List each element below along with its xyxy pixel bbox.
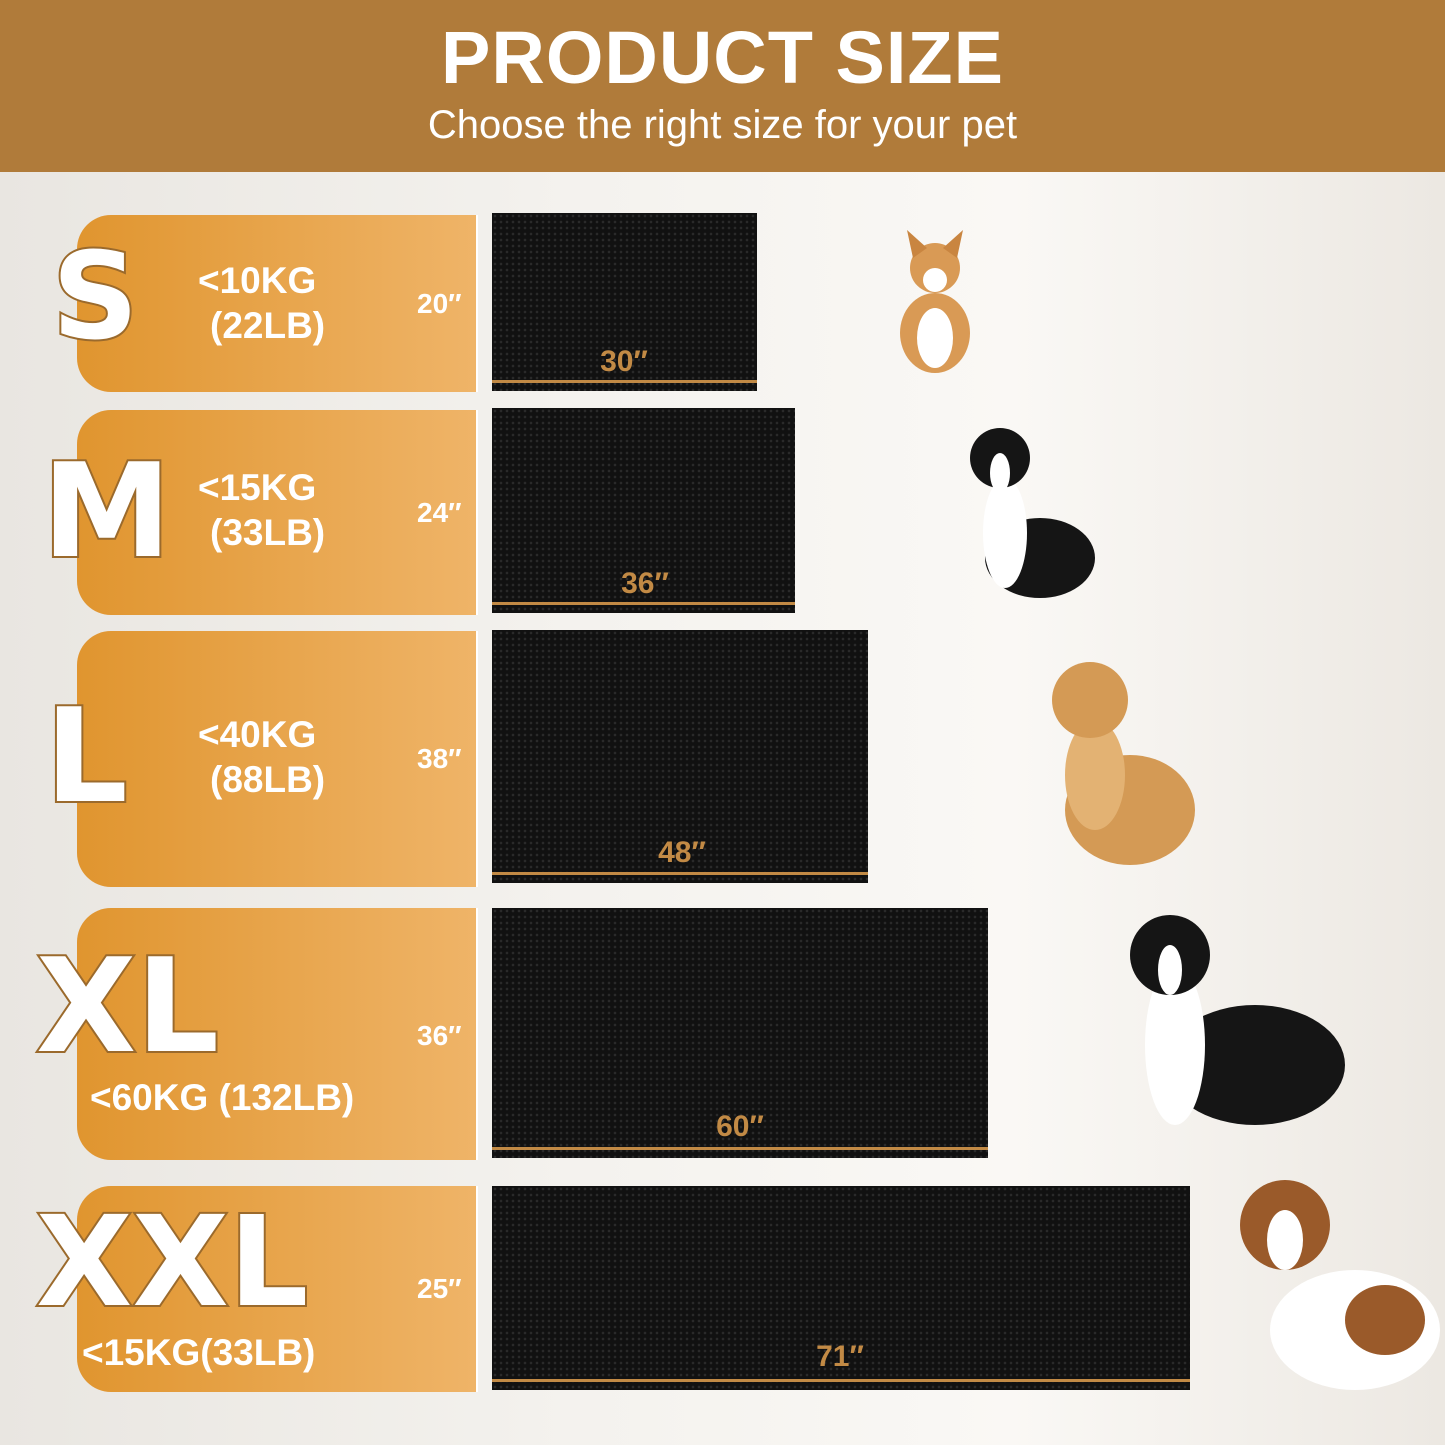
weight-lb: (22LB) [210,305,326,346]
width-arrow [492,1379,1190,1382]
height-arrow [476,908,478,1160]
mat-s [492,213,757,391]
weight-label: <15KG(33LB) [82,1332,316,1373]
height-arrow [476,410,478,615]
width-arrow [492,380,757,383]
height-arrow [476,631,478,887]
height-label: 24″ [417,497,462,528]
height-arrow [476,215,478,392]
size-label: M [40,433,173,589]
size-panel-xl [77,908,477,1160]
height-label: 20″ [417,288,462,319]
width-label: 48″ [658,836,706,869]
size-panel-xxl [77,1186,477,1392]
golden-retriever-image [1052,662,1195,865]
weight-label: <60KG (132LB) [90,1077,355,1118]
size-label: XXL [34,1188,310,1337]
weight-kg: <15KG [198,467,317,508]
saint-bernard-image [1240,1180,1440,1390]
border-collie-image [970,428,1095,598]
width-arrow [492,602,795,605]
page-subtitle: Choose the right size for your pet [427,103,1018,147]
width-label: 60″ [716,1110,764,1143]
height-label: 36″ [417,1020,462,1051]
height-arrow [476,1186,478,1392]
mat-xl [492,908,988,1158]
width-label: 71″ [816,1340,864,1373]
mat-xxl [492,1186,1190,1390]
size-label: S [50,226,140,369]
header-banner: PRODUCT SIZE Choose the right size for y… [0,0,1445,172]
bernese-mountain-dog-image [1130,915,1345,1125]
width-label: 36″ [621,567,669,600]
size-panel-l [77,631,477,887]
size-label: L [43,678,130,834]
height-label: 38″ [417,743,462,774]
mat-l [492,630,868,883]
page-title: PRODUCT SIZE [441,16,1004,99]
size-label: XL [34,928,221,1084]
size-panel-s [77,215,477,392]
weight-kg: <40KG [198,714,317,755]
width-arrow [492,872,868,875]
corgi-image [900,230,970,373]
size-panel-m [77,410,477,615]
weight-lb: (88LB) [210,759,326,800]
width-arrow [492,1147,988,1150]
weight-kg: <10KG [198,260,317,301]
height-label: 25″ [417,1273,462,1304]
weight-lb: (33LB) [210,512,326,553]
width-label: 30″ [600,345,648,378]
mat-m [492,408,795,613]
